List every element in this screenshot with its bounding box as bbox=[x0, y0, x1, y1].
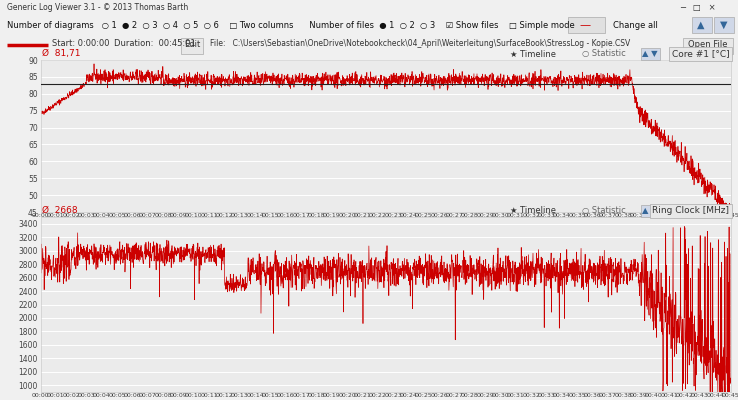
Text: —: — bbox=[579, 20, 590, 30]
Text: Core #1 [°C]: Core #1 [°C] bbox=[672, 50, 729, 58]
Text: Change all: Change all bbox=[613, 20, 658, 30]
Text: ─   □   ×: ─ □ × bbox=[680, 3, 716, 12]
Text: ▲: ▲ bbox=[697, 20, 705, 30]
Text: Ø  81,71: Ø 81,71 bbox=[42, 50, 80, 58]
FancyBboxPatch shape bbox=[714, 17, 734, 33]
Text: ★ Timeline: ★ Timeline bbox=[510, 50, 556, 58]
Text: ▲ ▼: ▲ ▼ bbox=[642, 206, 658, 215]
FancyBboxPatch shape bbox=[181, 38, 203, 54]
Text: Number of diagrams   ○ 1  ● 2  ○ 3  ○ 4  ○ 5  ○ 6    □ Two columns      Number o: Number of diagrams ○ 1 ● 2 ○ 3 ○ 4 ○ 5 ○… bbox=[7, 20, 575, 30]
Text: Generic Log Viewer 3.1 - © 2013 Thomas Barth: Generic Log Viewer 3.1 - © 2013 Thomas B… bbox=[7, 3, 189, 12]
Text: Duration:  00:45:01: Duration: 00:45:01 bbox=[114, 39, 196, 48]
Text: File:   C:\Users\Sebastian\OneDrive\Notebookcheck\04_April\Weiterleitung\Surface: File: C:\Users\Sebastian\OneDrive\Notebo… bbox=[210, 39, 630, 48]
Text: Ø  2668: Ø 2668 bbox=[42, 206, 77, 215]
Text: ▼: ▼ bbox=[720, 20, 727, 30]
Text: ▲ ▼: ▲ ▼ bbox=[642, 50, 658, 58]
Text: ○ Statistic: ○ Statistic bbox=[582, 206, 626, 215]
Text: ○ Statistic: ○ Statistic bbox=[582, 50, 626, 58]
Text: Ring Clock [MHz]: Ring Clock [MHz] bbox=[652, 206, 729, 215]
X-axis label: Time: Time bbox=[376, 220, 396, 229]
Text: Start: 0:00:00: Start: 0:00:00 bbox=[52, 39, 109, 48]
FancyBboxPatch shape bbox=[568, 17, 605, 33]
Text: Open File: Open File bbox=[688, 40, 728, 49]
FancyBboxPatch shape bbox=[683, 38, 733, 54]
Text: Edit: Edit bbox=[184, 40, 200, 49]
Text: ★ Timeline: ★ Timeline bbox=[510, 206, 556, 215]
FancyBboxPatch shape bbox=[692, 17, 712, 33]
